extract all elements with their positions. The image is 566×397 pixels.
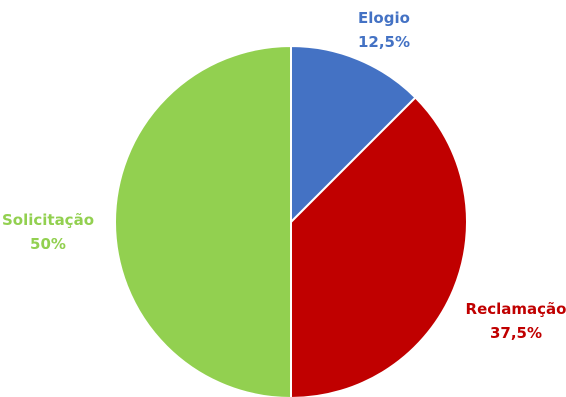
pie-labels: Elogio 12,5% Reclamação 37,5% Solicitação 50% — [2, 9, 566, 342]
data-label-reclamacao-value: 37,5% — [490, 324, 542, 342]
pie-slices — [114, 44, 468, 397]
data-label-elogio-category: Elogio — [358, 9, 410, 27]
pie-slice-solicitacao — [114, 44, 292, 397]
data-label-solicitacao-category: Solicitação — [2, 211, 94, 229]
pie-slice-elogio — [290, 44, 417, 225]
data-label-elogio-value: 12,5% — [358, 33, 410, 51]
data-label-reclamacao-category: Reclamação — [466, 300, 566, 318]
data-label-solicitacao-value: 50% — [30, 235, 66, 253]
pie-slice-reclamacao — [290, 96, 468, 397]
